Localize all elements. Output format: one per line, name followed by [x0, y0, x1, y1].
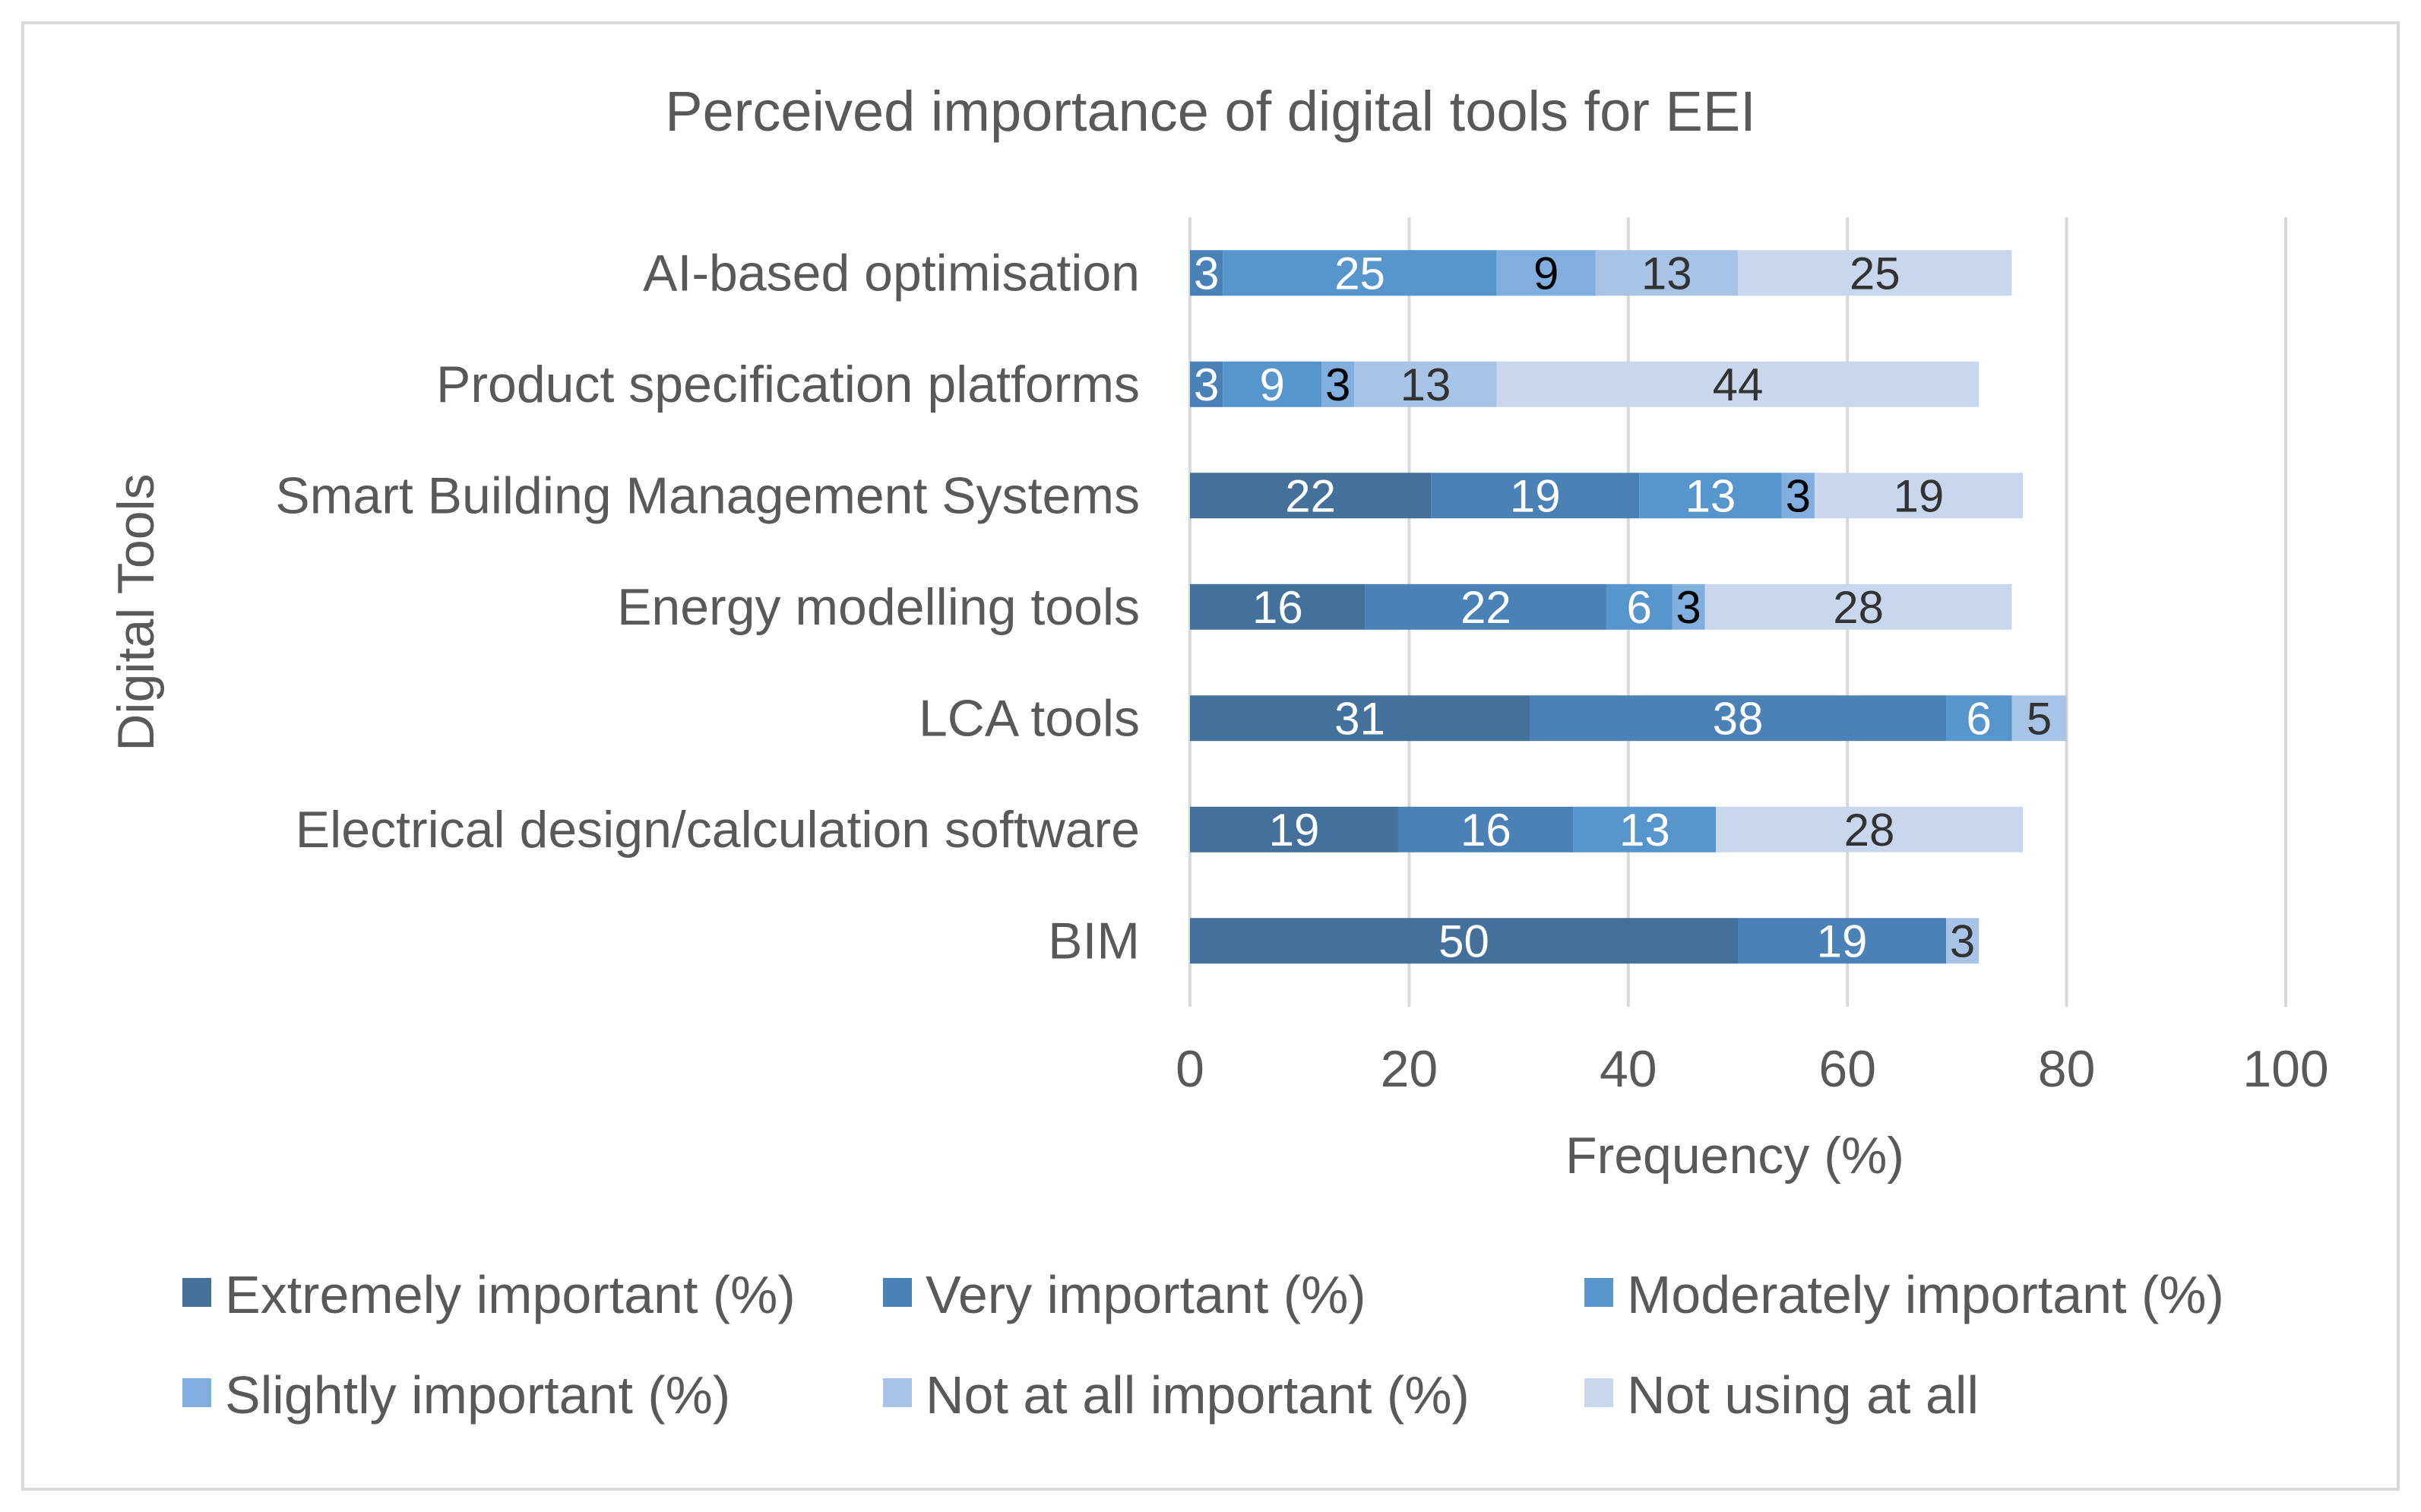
bar-segment — [1606, 584, 1673, 630]
y-axis-label: Digital Tools — [107, 473, 165, 751]
legend-label: Very important (%) — [926, 1265, 1366, 1324]
legend-swatch — [1584, 1378, 1613, 1407]
data-label: 16 — [1252, 582, 1303, 633]
x-axis-label: Frequency (%) — [1565, 1127, 1904, 1185]
bar-segment — [1945, 918, 1980, 964]
category-label: LCA tools — [919, 689, 1140, 747]
data-label: 13 — [1641, 248, 1692, 299]
category-label: BIM — [1048, 912, 1140, 970]
data-label: 3 — [1194, 248, 1219, 299]
data-label: 13 — [1685, 470, 1736, 521]
bar-segment — [1639, 473, 1782, 519]
data-label: 28 — [1844, 805, 1895, 856]
bar-segment — [1738, 250, 2012, 296]
data-label: 22 — [1285, 470, 1336, 521]
data-label: 3 — [1786, 470, 1811, 521]
bar-segment — [1397, 806, 1574, 852]
bar-segment — [1716, 806, 2023, 852]
data-label: 19 — [1894, 470, 1945, 521]
data-label: 6 — [1967, 693, 1992, 744]
data-label: 38 — [1713, 693, 1764, 744]
bar-segment — [1223, 361, 1322, 407]
data-label: 13 — [1400, 359, 1451, 410]
data-label: 9 — [1259, 359, 1284, 410]
bar-segment — [1354, 361, 1497, 407]
x-tick-labels: 0 20 40 60 80 100 — [1176, 1040, 2329, 1098]
data-label: 3 — [1194, 359, 1219, 410]
x-tick-label: 80 — [2038, 1040, 2096, 1098]
data-label: 3 — [1950, 916, 1975, 966]
legend-label: Not using at all — [1627, 1365, 1979, 1425]
bar-segment — [1365, 584, 1606, 630]
category-label: AI-based optimisation — [643, 244, 1140, 302]
bar-segment — [1190, 695, 1530, 742]
legend: Extremely important (%) Very important (%… — [182, 1265, 2224, 1425]
data-label: 16 — [1461, 805, 1511, 856]
data-label: 3 — [1676, 582, 1701, 633]
legend-swatch — [883, 1278, 912, 1307]
chart-title: Perceived importance of digital tools fo… — [665, 80, 1755, 143]
legend-label: Slightly important (%) — [225, 1365, 730, 1425]
legend-swatch — [182, 1378, 211, 1407]
bar-segment — [1190, 361, 1223, 407]
data-label: 13 — [1619, 805, 1670, 856]
category-labels: AI-based optimisation Product specificati… — [275, 244, 1140, 970]
bar-segment — [2011, 695, 2067, 742]
bar-segment — [1321, 361, 1355, 407]
bar-segment — [1190, 918, 1738, 964]
data-label: 19 — [1817, 916, 1868, 966]
data-label: 5 — [2027, 693, 2052, 744]
category-label: Electrical design/calculation software — [296, 801, 1140, 859]
data-label: 25 — [1850, 248, 1900, 299]
data-label: 31 — [1334, 693, 1385, 744]
x-tick-label: 0 — [1176, 1040, 1204, 1098]
data-label: 3 — [1325, 359, 1350, 410]
data-label: 50 — [1438, 916, 1489, 966]
bar-segment — [1672, 584, 1705, 630]
data-label: 19 — [1269, 805, 1320, 856]
bar-segment — [1190, 584, 1366, 630]
bar-segment — [1223, 250, 1497, 296]
legend-label: Not at all important (%) — [926, 1365, 1470, 1425]
category-label: Product specification platforms — [436, 356, 1140, 413]
x-tick-label: 20 — [1381, 1040, 1438, 1098]
bar-segment — [1496, 361, 1980, 407]
bar-segment — [1431, 473, 1640, 519]
legend-swatch — [1584, 1278, 1613, 1307]
bar-segment — [1190, 806, 1398, 852]
data-label: 9 — [1533, 248, 1559, 299]
category-label: Energy modelling tools — [617, 578, 1140, 636]
bar-segment — [1704, 584, 2012, 630]
x-tick-label: 100 — [2242, 1040, 2328, 1098]
x-tick-label: 40 — [1600, 1040, 1657, 1098]
x-tick-label: 60 — [1818, 1040, 1876, 1098]
legend-swatch — [182, 1278, 211, 1307]
data-label: 19 — [1510, 470, 1561, 521]
bar-segment — [1945, 695, 2012, 742]
bar-segment — [1781, 473, 1815, 519]
category-label: Smart Building Management Systems — [275, 467, 1140, 524]
legend-label: Extremely important (%) — [225, 1265, 796, 1324]
bar-segment — [1530, 695, 1946, 742]
bar-segment — [1814, 473, 2023, 519]
bar-segment — [1595, 250, 1738, 296]
data-label: 25 — [1334, 248, 1385, 299]
gridlines — [1188, 217, 2287, 1007]
bar-segment — [1496, 250, 1596, 296]
legend-label: Moderately important (%) — [1627, 1265, 2224, 1324]
bar-segment — [1190, 473, 1432, 519]
data-label: 22 — [1461, 582, 1511, 633]
bar-segment — [1738, 918, 1946, 964]
bar-segment — [1190, 250, 1223, 296]
bar-segment — [1573, 806, 1717, 852]
data-label: 28 — [1833, 582, 1884, 633]
legend-swatch — [883, 1378, 912, 1407]
data-label: 44 — [1713, 359, 1764, 410]
data-label: 6 — [1627, 582, 1652, 633]
